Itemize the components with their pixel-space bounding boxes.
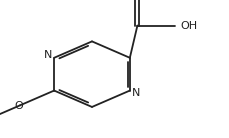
Text: N: N (131, 88, 139, 98)
Text: OH: OH (180, 21, 196, 30)
Text: N: N (44, 50, 52, 60)
Text: O: O (14, 101, 23, 111)
